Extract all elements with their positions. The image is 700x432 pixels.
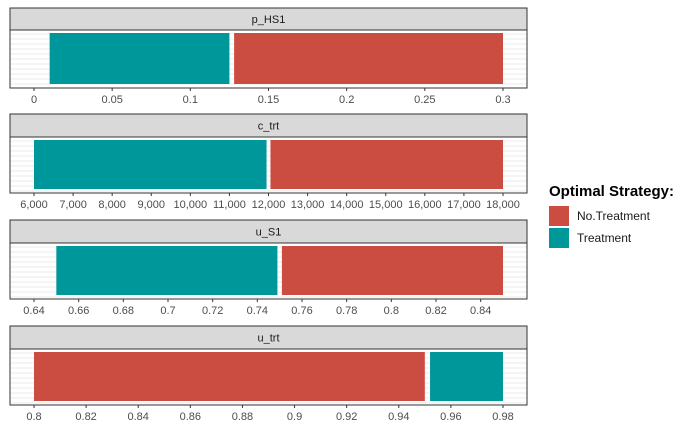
x-tick-label: 0.15 [258, 94, 279, 106]
x-tick-label: 11,000 [213, 199, 246, 211]
bar-segment-no-treatment [270, 140, 503, 189]
bar-segment-no-treatment [281, 246, 503, 295]
x-tick-label: 0.96 [440, 411, 461, 423]
x-tick-label: 0.8 [384, 305, 399, 317]
x-tick-label: 0.98 [492, 411, 513, 423]
panel-title: c_trt [258, 121, 279, 133]
legend-title: Optimal Strategy: [549, 183, 675, 200]
x-tick-label: 0.72 [202, 305, 223, 317]
x-tick-label: 0.3 [495, 94, 510, 106]
legend-swatch-no-treatment [549, 206, 569, 226]
panel-u-trt: u_trt 0.8 0.82 0.84 0.86 0.88 0.9 0.92 0.94 0.96 0… [9, 325, 528, 423]
x-tick-label: 8,000 [98, 199, 126, 211]
x-tick-label: 6,000 [20, 199, 48, 211]
x-tick-label: 0.64 [23, 305, 44, 317]
legend: Optimal Strategy: No.Treatment Treatment [549, 183, 674, 248]
x-tick-label: 0.9 [287, 411, 302, 423]
bar-segment-treatment [430, 352, 503, 401]
x-tick-label: 0.94 [388, 411, 409, 423]
x-tick-label: 0.84 [128, 411, 149, 423]
x-tick-label: 17,000 [447, 199, 481, 211]
legend-item-treatment: Treatment [549, 228, 674, 248]
x-tick-label: 0.25 [414, 94, 435, 106]
x-tick-label: 7,000 [59, 199, 87, 211]
x-tick-label: 14,000 [330, 199, 364, 211]
legend-item-no-treatment: No.Treatment [549, 206, 674, 226]
legend-label-treatment: Treatment [577, 231, 632, 245]
panel-border [9, 348, 528, 406]
x-tick-label: 0.74 [247, 305, 268, 317]
x-tick-label: 15,000 [369, 199, 403, 211]
x-tick-label: 0.82 [425, 305, 446, 317]
panel-u-S1: u_S1 0.64 0.66 0.68 0.7 0.72 0.74 0.76 0.78 0.8 0.… [9, 219, 528, 317]
x-tick-label: 0 [31, 94, 37, 106]
panel-c-trt: c_trt 6,000 7,000 8,000 9,000 10,000 11,000 12,… [9, 113, 528, 211]
bar-segment-no-treatment [234, 33, 503, 84]
x-tick-label: 0.86 [180, 411, 201, 423]
panel-border [9, 242, 528, 300]
x-tick-label: 0.84 [470, 305, 491, 317]
x-tick-label: 0.05 [101, 94, 122, 106]
x-tick-label: 0.78 [336, 305, 357, 317]
x-tick-label: 0.88 [232, 411, 253, 423]
x-tick-label: 18,000 [486, 199, 520, 211]
panel-title: u_trt [257, 333, 279, 345]
bar-segment-treatment [34, 140, 267, 189]
x-tick-label: 0.1 [183, 94, 198, 106]
x-tick-label: 9,000 [137, 199, 165, 211]
bar-segment-treatment [49, 33, 230, 84]
x-tick-label: 0.82 [75, 411, 96, 423]
x-tick-label: 12,000 [252, 199, 286, 211]
x-tick-label: 10,000 [174, 199, 208, 211]
legend-label-no-treatment: No.Treatment [577, 209, 650, 223]
panel-p-HS1: p_HS1 0 0.05 0.1 0.15 0.2 0.25 0.3 [9, 7, 528, 106]
x-tick-label: 0.76 [291, 305, 312, 317]
x-tick-label: 0.68 [113, 305, 134, 317]
bar-segment-no-treatment [34, 352, 425, 401]
x-tick-label: 0.66 [68, 305, 89, 317]
x-tick-label: 13,000 [291, 199, 325, 211]
x-tick-label: 0.8 [26, 411, 41, 423]
legend-swatch-treatment [549, 228, 569, 248]
panel-title: u_S1 [256, 227, 282, 239]
panel-title: p_HS1 [252, 14, 286, 26]
bar-segment-treatment [56, 246, 278, 295]
x-tick-label: 0.2 [339, 94, 354, 106]
x-tick-label: 0.92 [336, 411, 357, 423]
x-tick-label: 0.7 [160, 305, 175, 317]
x-tick-label: 16,000 [408, 199, 442, 211]
